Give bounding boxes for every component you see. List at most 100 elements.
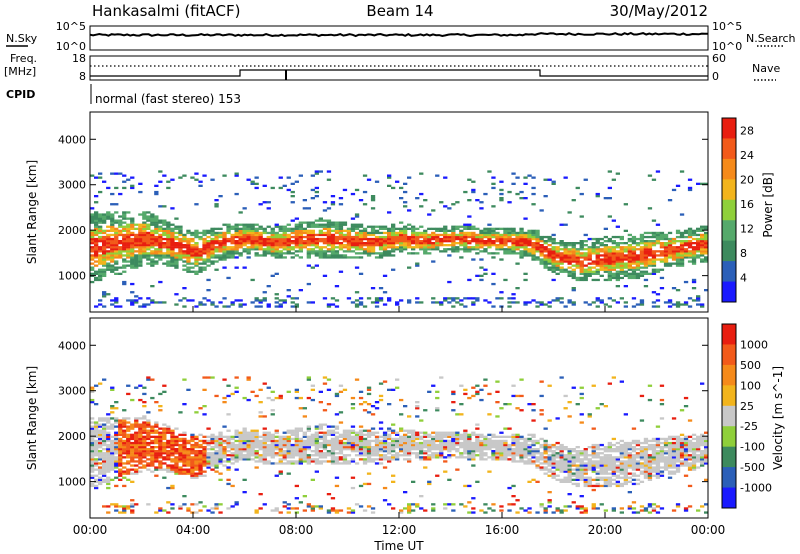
echo-cell [282, 454, 287, 457]
echo-cell [258, 235, 263, 239]
echo-cell [254, 231, 259, 235]
echo-cell [543, 507, 548, 510]
echo-cell [704, 225, 709, 228]
echo-cell [94, 433, 99, 436]
echo-cell [366, 450, 372, 453]
echo-cell [278, 237, 283, 241]
echo-cell [391, 480, 396, 483]
echo-cell [411, 229, 416, 232]
echo-cell [162, 448, 167, 451]
echo-cell [687, 297, 693, 300]
echo-cell [138, 441, 143, 445]
echo-cell [142, 443, 147, 447]
echo-cell [210, 303, 215, 306]
echo-cell [186, 454, 191, 457]
echo-cell [190, 443, 195, 447]
echo-cell [278, 299, 283, 302]
echo-cell [106, 431, 111, 434]
echo-cell [495, 456, 500, 459]
echo-cell [154, 254, 159, 257]
echo-cell [94, 201, 99, 204]
echo-cell [246, 229, 251, 232]
echo-cell [547, 446, 552, 449]
echo-cell [138, 227, 143, 230]
echo-cell [114, 443, 119, 447]
echo-cell [150, 435, 155, 438]
echo-cell [342, 460, 348, 463]
echo-cell [282, 501, 287, 504]
echo-cell [278, 472, 283, 475]
echo-cell [94, 215, 99, 218]
echo-cell [423, 452, 428, 455]
echo-cell [571, 258, 576, 261]
echo-cell [519, 378, 524, 381]
echo-cell [547, 305, 552, 308]
echo-cell [278, 435, 283, 438]
echo-cell [122, 237, 127, 241]
echo-cell [114, 305, 119, 308]
echo-cell [122, 466, 127, 469]
echo-cell [607, 248, 612, 251]
echo-cell [178, 244, 183, 247]
echo-cell [322, 446, 328, 449]
echo-cell [338, 435, 344, 438]
echo-cell [310, 197, 315, 200]
echo-cell [495, 439, 500, 443]
echo-cell [298, 450, 303, 453]
echo-cell [98, 240, 103, 243]
echo-cell [110, 258, 115, 261]
echo-cell [495, 454, 500, 457]
echo-cell [174, 252, 179, 255]
echo-cell [579, 260, 584, 263]
echo-cell [110, 405, 115, 408]
echo-cell [258, 242, 263, 245]
echo-cell [106, 505, 111, 508]
echo-cell [487, 237, 492, 241]
echo-cell [443, 439, 448, 443]
echo-cell [254, 297, 259, 300]
echo-cell [519, 448, 524, 451]
echo-cell [102, 439, 107, 443]
echo-cell [98, 235, 103, 239]
echo-cell [258, 301, 263, 304]
echo-cell [647, 207, 653, 210]
echo-cell [158, 431, 163, 434]
echo-cell [194, 172, 199, 175]
echo-cell [463, 242, 468, 245]
echo-cell [170, 223, 175, 226]
echo-cell [298, 227, 303, 230]
echo-cell [503, 403, 508, 406]
echo-cell [266, 285, 271, 288]
echo-cell [635, 272, 641, 275]
echo-cell [503, 458, 508, 461]
echo-cell [122, 450, 127, 453]
echo-cell [499, 458, 504, 461]
echo-cell [374, 448, 380, 451]
echo-cell [407, 454, 412, 457]
echo-cell [382, 225, 388, 228]
echo-cell [126, 248, 131, 251]
echo-cell [138, 262, 143, 265]
echo-cell [214, 437, 219, 441]
echo-cell [451, 509, 456, 512]
echo-cell [362, 409, 368, 412]
echo-cell [122, 448, 127, 451]
echo-cell [451, 242, 456, 245]
echo-cell [704, 252, 709, 255]
echo-cell [358, 425, 364, 428]
echo-cell [415, 407, 420, 410]
echo-cell [687, 244, 693, 247]
echo-cell [527, 233, 532, 237]
echo-cell [439, 450, 444, 453]
echo-cell [423, 240, 428, 243]
echo-cell [619, 260, 624, 263]
echo-cell [523, 242, 528, 245]
echo-cell [547, 262, 552, 265]
echo-cell [623, 256, 628, 259]
echo-cell [198, 501, 203, 504]
echo-cell [234, 460, 239, 463]
echo-cell [704, 233, 709, 237]
echo-cell [98, 268, 103, 271]
echo-cell [122, 470, 127, 473]
echo-cell [150, 431, 155, 434]
